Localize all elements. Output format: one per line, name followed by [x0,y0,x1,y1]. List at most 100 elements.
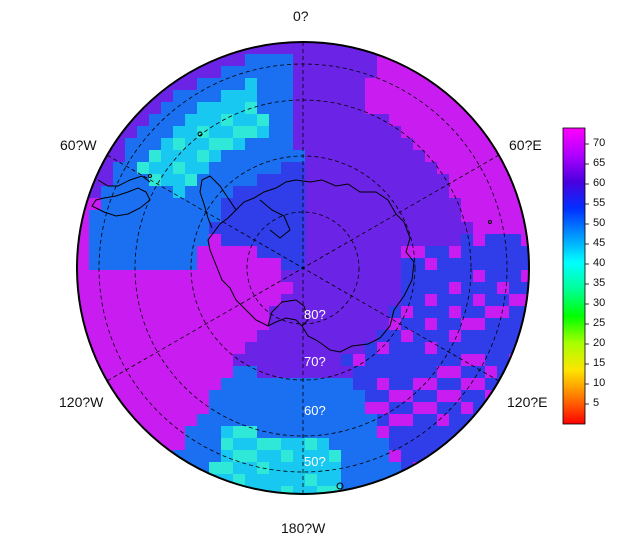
grid-cell [257,366,270,379]
grid-cell [437,486,450,494]
grid-cell [233,438,246,451]
grid-cell [317,102,330,115]
grid-cell [293,282,306,295]
grid-cell [317,270,330,283]
grid-cell [281,426,294,439]
grid-cell [425,426,438,439]
grid-cell [401,222,414,235]
grid-cell [233,462,246,475]
grid-cell [209,306,222,319]
grid-cell [365,414,378,427]
grid-cell [317,282,330,295]
grid-cell [377,342,390,355]
grid-cell [245,138,258,151]
grid-cell [173,378,186,391]
grid-cell [485,90,498,103]
grid-cell [125,270,138,283]
grid-cell [149,78,162,91]
grid-cell [137,390,150,403]
grid-cell [389,318,402,331]
grid-cell [353,102,366,115]
grid-cell [185,114,198,127]
grid-cell [425,162,438,175]
grid-cell [245,438,258,451]
grid-cell [473,210,486,223]
grid-cell [317,234,330,247]
grid-cell [137,258,150,271]
grid-cell [377,246,390,259]
grid-cell [281,438,294,451]
grid-cell [461,90,474,103]
grid-cell [353,270,366,283]
grid-cell [509,474,522,487]
grid-cell [233,270,246,283]
grid-cell [221,306,234,319]
grid-cell [293,222,306,235]
grid-cell [413,90,426,103]
grid-cell [425,318,438,331]
grid-cell [245,114,258,127]
grid-cell [269,426,282,439]
grid-cell [245,318,258,331]
grid-cell [125,330,138,343]
grid-cell [449,222,462,235]
grid-cell [233,426,246,439]
grid-cell [329,222,342,235]
grid-cell [233,390,246,403]
grid-cell [437,138,450,151]
grid-cell [401,318,414,331]
grid-cell [113,42,126,55]
grid-cell [185,342,198,355]
grid-cell [101,42,114,55]
grid-cell [173,54,186,67]
grid-cell [221,126,234,139]
grid-cell [233,138,246,151]
grid-cell [449,270,462,283]
grid-cell [389,90,402,103]
grid-cell [125,234,138,247]
grid-cell [113,270,126,283]
grid-cell [185,390,198,403]
grid-cell [161,102,174,115]
grid-cell [509,162,522,175]
grid-cell [209,174,222,187]
grid-cell [497,258,510,271]
grid-cell [473,462,486,475]
grid-cell [401,294,414,307]
grid-cell [461,294,474,307]
grid-cell [305,438,318,451]
grid-cell [329,330,342,343]
grid-cell [77,450,90,463]
grid-cell [173,174,186,187]
grid-cell [173,234,186,247]
grid-cell [269,486,282,494]
grid-cell [521,426,529,439]
grid-cell [365,150,378,163]
grid-cell [521,42,529,55]
grid-cell [449,210,462,223]
grid-cell [425,90,438,103]
grid-cell [353,78,366,91]
grid-cell [437,450,450,463]
grid-cell [137,90,150,103]
grid-cell [449,330,462,343]
grid-cell [353,126,366,139]
grid-cell [161,366,174,379]
grid-cell [233,318,246,331]
grid-cell [437,294,450,307]
grid-cell [125,438,138,451]
grid-cell [89,102,102,115]
colorbar-tick: 65 [593,157,606,169]
grid-cell [521,438,529,451]
grid-cell [245,234,258,247]
grid-cell [173,426,186,439]
grid-cell [209,414,222,427]
grid-cell [125,318,138,331]
grid-cell [161,402,174,415]
grid-cell [497,306,510,319]
grid-cell [89,426,102,439]
grid-cell [173,222,186,235]
grid-cell [77,378,90,391]
grid-cell [449,54,462,67]
colorbar-tick: 70 [593,137,606,149]
